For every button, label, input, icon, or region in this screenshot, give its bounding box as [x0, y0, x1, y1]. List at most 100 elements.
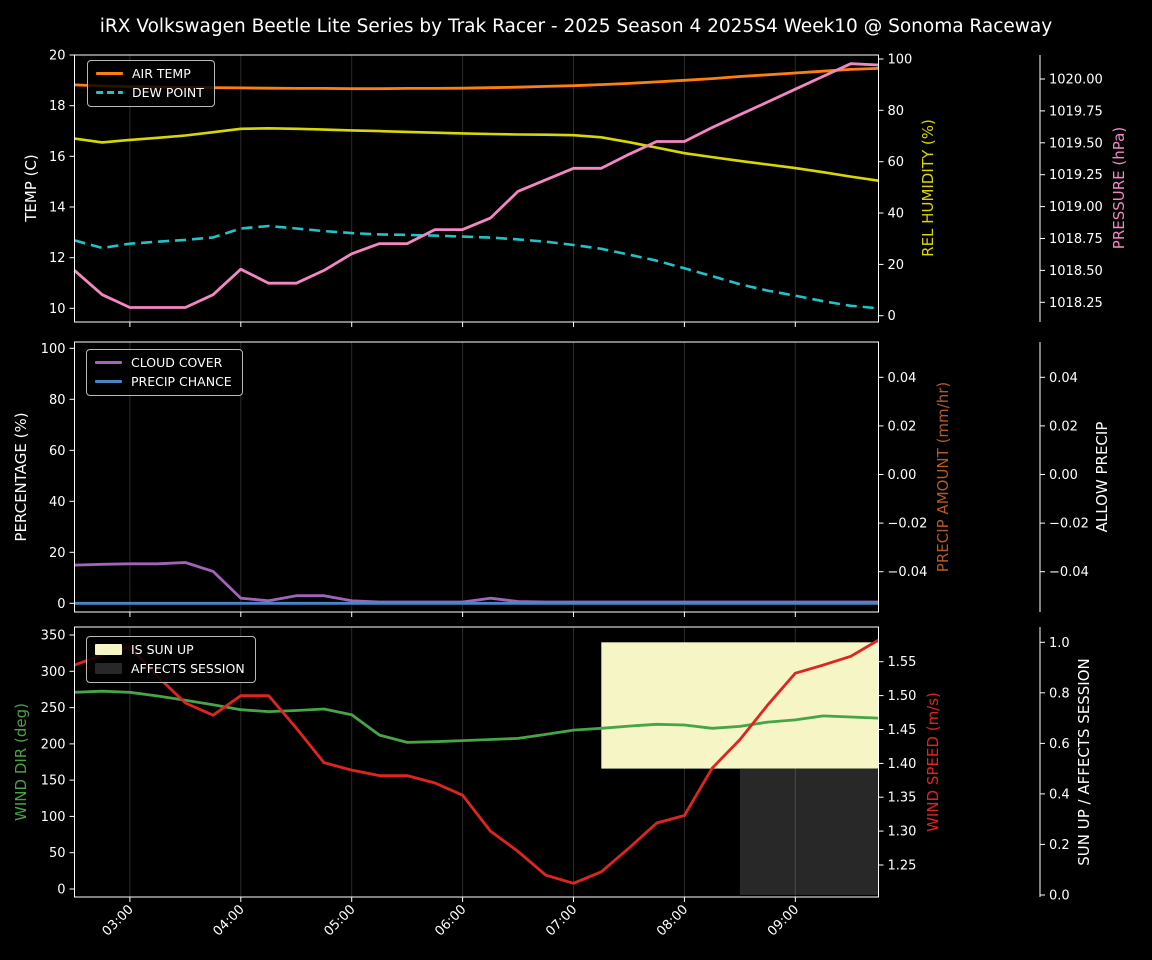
y-tick-label: 1020.00 — [1049, 73, 1103, 88]
x-tick-label: 06:00 — [432, 902, 469, 939]
y-tick-label: 1.45 — [888, 723, 917, 738]
y-tick-label: 40 — [888, 207, 905, 222]
plot-frame — [74, 341, 879, 613]
series-rel-humidity — [74, 127, 879, 182]
y-tick-label: 18 — [49, 99, 66, 114]
legend-item-affects-session: AFFECTS SESSION — [95, 660, 245, 676]
axis-label-wind-dir: WIND DIR (deg) — [12, 703, 30, 821]
y-tick-label: 1.25 — [888, 859, 917, 874]
legend-label: CLOUD COVER — [131, 355, 223, 370]
y-tick-label: 0.0 — [1049, 889, 1070, 904]
plot-frame — [74, 626, 879, 898]
y-tick-label: 0.02 — [888, 419, 917, 434]
x-tick-label: 03:00 — [100, 902, 137, 939]
y-tick-label: 1.40 — [888, 757, 917, 772]
y-tick-label: 0 — [888, 309, 896, 324]
y-tick-label: 100 — [41, 810, 66, 825]
y-tick-label: 1018.50 — [1049, 264, 1103, 279]
axis-label-percentage: PERCENTAGE (%) — [12, 412, 30, 542]
y-tick-label: 250 — [41, 701, 66, 716]
y-tick-label: 60 — [49, 444, 66, 459]
y-tick-label: −0.04 — [888, 565, 928, 580]
y-tick-label: 20 — [888, 258, 905, 273]
legend-label: AIR TEMP — [132, 66, 191, 81]
y-tick-label: −0.02 — [1049, 517, 1089, 532]
legend-item-is-sun-up: IS SUN UP — [95, 643, 245, 657]
legend-label: DEW POINT — [132, 84, 204, 100]
y-tick-label: 1018.25 — [1049, 296, 1103, 311]
y-tick-label: 0.02 — [1049, 419, 1078, 434]
axis-label-precip-amount: PRECIP AMOUNT (mm/hr) — [934, 381, 952, 573]
y-tick-label: 12 — [49, 251, 66, 266]
plot-frame — [74, 54, 879, 323]
y-tick-label: 0.4 — [1049, 787, 1070, 802]
y-tick-label: 1.50 — [888, 689, 917, 704]
line-swatch — [95, 380, 122, 384]
axis-label-pressure: PRESSURE (hPa) — [1110, 126, 1128, 250]
y-tick-label: 300 — [41, 665, 66, 680]
y-tick-label: 0.6 — [1049, 737, 1070, 752]
y-tick-label: 1019.75 — [1049, 104, 1103, 119]
affects-session-region — [739, 768, 879, 895]
y-tick-label: 350 — [41, 629, 66, 644]
y-tick-label: −0.02 — [888, 517, 928, 532]
legend-item-air-temp: AIR TEMP — [96, 67, 204, 81]
y-tick-label: 80 — [888, 104, 905, 119]
series-wind-speed — [74, 638, 880, 885]
y-tick-label: 0 — [57, 883, 65, 898]
axis-label-sun-up: SUN UP / AFFECTS SESSION — [1075, 658, 1093, 866]
y-tick-label: 1019.25 — [1049, 168, 1103, 183]
x-tick-label: 08:00 — [654, 902, 691, 939]
y-tick-label: 40 — [49, 495, 66, 510]
axis-label-rel-humidity: REL HUMIDITY (%) — [919, 119, 937, 257]
y-tick-label: 16 — [49, 150, 66, 165]
y-tick-label: 20 — [49, 546, 66, 561]
y-tick-label: 1018.75 — [1049, 232, 1103, 247]
y-tick-label: 1019.50 — [1049, 136, 1103, 151]
dashed-swatch — [96, 91, 123, 95]
axis-label-temp: TEMP (C) — [22, 154, 40, 222]
legend-label: AFFECTS SESSION — [131, 660, 245, 676]
legend-item-dew-point: DEW POINT — [96, 84, 204, 100]
legend-wind-plot: IS SUN UP AFFECTS SESSION — [86, 636, 256, 683]
y-tick-label: 1.35 — [888, 791, 917, 806]
y-tick-label: 0.04 — [888, 371, 917, 386]
y-tick-label: 1.55 — [888, 655, 917, 670]
figure-title: iRX Volkswagen Beetle Lite Series by Tra… — [99, 16, 1053, 37]
x-tick-label: 07:00 — [543, 902, 580, 939]
y-tick-label: 150 — [41, 774, 66, 789]
y-tick-label: 200 — [41, 737, 66, 752]
x-tick-label: 09:00 — [765, 902, 802, 939]
legend-label: IS SUN UP — [131, 642, 194, 657]
y-tick-label: 1.0 — [1049, 636, 1070, 651]
y-tick-label: 0.04 — [1049, 371, 1078, 386]
series-cloud-cover — [74, 561, 879, 604]
legend-label: PRECIP CHANCE — [131, 373, 232, 389]
legend-item-precip-chance: PRECIP CHANCE — [95, 373, 232, 389]
axis-label-wind-speed: WIND SPEED (m/s) — [924, 692, 942, 832]
y-tick-label: 14 — [49, 201, 66, 216]
y-tick-label: 0.8 — [1049, 686, 1070, 701]
y-tick-label: 0.00 — [1049, 468, 1078, 483]
patch-swatch — [95, 644, 122, 656]
y-tick-label: −0.04 — [1049, 565, 1089, 580]
axis-label-allow-precip: ALLOW PRECIP — [1093, 421, 1111, 533]
line-swatch — [95, 361, 122, 365]
legend-item-cloud-cover: CLOUD COVER — [95, 356, 232, 370]
line-swatch — [96, 72, 123, 76]
y-tick-label: 60 — [888, 155, 905, 170]
series-dew-point — [74, 224, 879, 310]
y-tick-label: 80 — [49, 393, 66, 408]
y-tick-label: 0.2 — [1049, 838, 1070, 853]
series-wind-dir — [74, 689, 879, 744]
y-tick-label: 20 — [49, 49, 66, 64]
series-pressure — [73, 62, 879, 309]
legend-cloud-plot: CLOUD COVER PRECIP CHANCE — [86, 349, 243, 396]
y-tick-label: 100 — [888, 53, 913, 68]
x-tick-label: 04:00 — [211, 902, 248, 939]
x-tick-label: 05:00 — [321, 902, 358, 939]
y-tick-label: 0 — [57, 597, 65, 612]
y-tick-label: 10 — [49, 302, 66, 317]
